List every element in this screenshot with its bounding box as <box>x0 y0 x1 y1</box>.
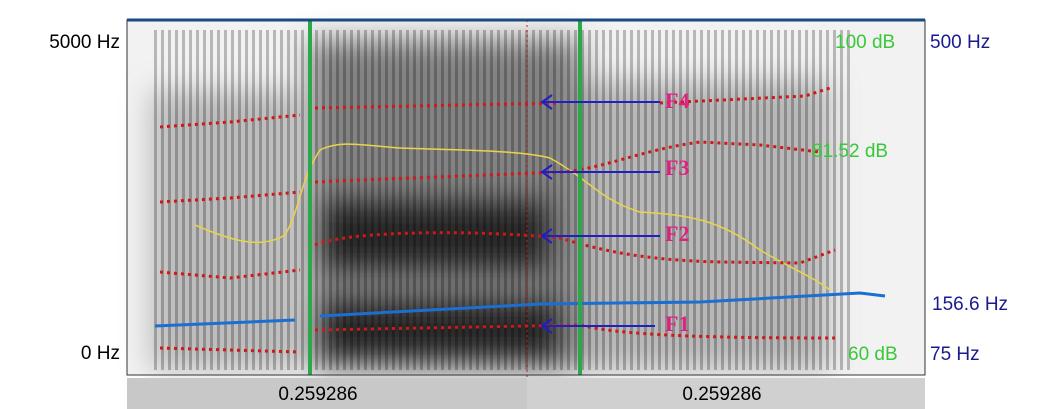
intensity-bottom: 60 dB <box>848 344 898 365</box>
glottal-pulses <box>150 30 850 370</box>
formant-label: F1 <box>665 311 689 336</box>
f4-track <box>659 86 831 105</box>
f2-track <box>314 231 836 265</box>
time-bar <box>527 378 925 409</box>
f3-track <box>159 190 301 204</box>
formant-label: F2 <box>665 221 689 246</box>
formant-arrows <box>540 94 660 334</box>
f4-track <box>159 113 301 129</box>
freq-bottom: 0 Hz <box>81 343 120 364</box>
time-label: 0.259286 <box>278 384 357 405</box>
formant-label: F3 <box>665 155 689 180</box>
time-label: 0.259286 <box>682 384 761 405</box>
intensity-mid: 81.52 dB <box>812 141 888 162</box>
f1-track <box>159 346 301 354</box>
f2-track <box>159 268 301 280</box>
formant-label: F4 <box>665 88 689 113</box>
freq-top: 5000 Hz <box>49 32 120 53</box>
pitch-track <box>319 291 886 318</box>
pitch-top: 500 Hz <box>930 32 990 53</box>
time-bar <box>127 378 527 409</box>
pitch-mid: 156.6 Hz <box>932 294 1008 315</box>
f4-track <box>314 101 561 110</box>
f1-track <box>314 323 836 340</box>
intensity-curve <box>194 143 831 291</box>
pitch-bottom: 75 Hz <box>930 344 980 365</box>
pitch-track <box>154 318 296 328</box>
intensity-top: 100 dB <box>835 32 895 53</box>
